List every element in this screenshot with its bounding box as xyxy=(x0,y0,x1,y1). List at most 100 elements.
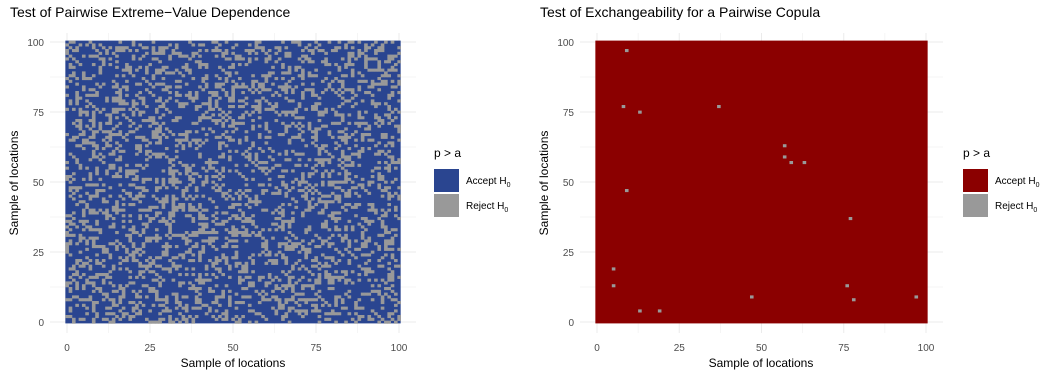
left-heatmap-cell-reject xyxy=(354,186,358,190)
left-heatmap-cell-reject xyxy=(291,295,295,299)
left-heatmap-cell-reject xyxy=(141,177,146,181)
left-heatmap-cell-reject xyxy=(364,63,368,67)
left-heatmap-cell-reject xyxy=(148,261,152,265)
left-heatmap-cell-reject xyxy=(221,245,225,249)
left-heatmap-cell-reject xyxy=(115,54,119,58)
left-heatmap-cell-reject xyxy=(277,152,282,156)
left-heatmap-cell-reject xyxy=(387,93,391,97)
right-heatmap-cell-reject xyxy=(621,105,626,109)
left-heatmap-cell-reject xyxy=(271,259,275,263)
left-heatmap-cell-reject xyxy=(284,88,289,92)
left-heatmap-cell-reject xyxy=(148,219,152,223)
left-heatmap-cell-reject xyxy=(111,166,116,170)
left-heatmap-cell-reject xyxy=(201,180,206,184)
left-heatmap-cell-reject xyxy=(78,186,83,190)
left-heatmap-cell-reject xyxy=(108,113,113,117)
left-heatmap-cell-reject xyxy=(201,194,206,198)
left-heatmap-cell-reject xyxy=(98,208,103,212)
left-heatmap-cell-reject xyxy=(181,189,186,193)
left-heatmap-cell-reject xyxy=(287,85,292,89)
left-heatmap-cell-reject xyxy=(108,214,113,218)
left-heatmap-cell-reject xyxy=(131,253,136,257)
left-heatmap-cell-reject xyxy=(297,250,302,254)
left-heatmap-cell-reject xyxy=(118,267,123,271)
left-heatmap-cell-reject xyxy=(347,177,352,181)
left-heatmap-cell-reject xyxy=(291,242,295,246)
left-heatmap-cell-reject xyxy=(211,289,216,293)
left-heatmap-cell-reject xyxy=(91,275,96,279)
left-heatmap-cell-reject xyxy=(85,261,89,265)
left-heatmap-cell-reject xyxy=(367,239,372,243)
left-heatmap-cell-reject xyxy=(330,242,335,246)
left-heatmap-cell-reject xyxy=(131,203,136,207)
left-heatmap-cell-reject xyxy=(145,267,149,271)
left-heatmap-cell-reject xyxy=(138,289,142,293)
left-heatmap-cell-reject xyxy=(301,152,305,156)
right-heatmap-cell-reject xyxy=(624,189,629,193)
left-heatmap-cell-reject xyxy=(168,267,172,271)
left-heatmap-cell-reject xyxy=(101,317,106,321)
left-heatmap-cell-reject xyxy=(135,231,139,235)
left-heatmap-cell-reject xyxy=(214,161,219,165)
left-heatmap-cell-reject xyxy=(291,113,295,117)
left-heatmap-cell-reject xyxy=(198,63,202,67)
left-heatmap-cell-reject xyxy=(257,183,262,187)
left-heatmap-cell-reject xyxy=(154,197,159,201)
left-heatmap-cell-reject xyxy=(241,278,245,282)
left-heatmap-cell-reject xyxy=(254,320,259,324)
left-heatmap-cell-reject xyxy=(111,242,116,246)
left-heatmap-cell-reject xyxy=(118,40,123,44)
left-heatmap-cell-reject xyxy=(115,203,119,207)
left-heatmap-cell-reject xyxy=(91,301,96,305)
left-heatmap-cell-reject xyxy=(254,107,259,111)
left-heatmap-cell-reject xyxy=(154,256,159,260)
left-heatmap-cell-reject xyxy=(264,239,269,243)
left-heatmap-cell-reject xyxy=(327,281,332,285)
left-heatmap-cell-reject xyxy=(125,65,129,69)
left-y-tick-75: 75 xyxy=(33,108,45,119)
left-heatmap-cell-reject xyxy=(311,298,315,302)
left-heatmap-cell-reject xyxy=(364,65,368,69)
left-heatmap-cell-reject xyxy=(75,259,79,263)
left-heatmap-cell-reject xyxy=(135,306,139,310)
left-heatmap-cell-reject xyxy=(330,312,335,316)
left-heatmap-cell-reject xyxy=(320,91,325,95)
left-heatmap-cell-reject xyxy=(251,127,255,131)
left-heatmap-cell-reject xyxy=(95,228,99,232)
left-heatmap-cell-reject xyxy=(377,82,382,86)
left-heatmap-cell-reject xyxy=(314,233,318,237)
left-heatmap-cell-reject xyxy=(214,102,219,106)
left-heatmap-cell-reject xyxy=(198,138,202,142)
left-heatmap-cell-reject xyxy=(314,245,318,249)
left-heatmap-cell-reject xyxy=(314,303,318,307)
left-heatmap-cell-reject xyxy=(125,85,129,89)
left-heatmap-cell-reject xyxy=(68,74,73,78)
left-heatmap-cell-reject xyxy=(307,247,312,251)
left-heatmap-cell-reject xyxy=(68,281,73,285)
left-heatmap-cell-reject xyxy=(251,49,255,53)
left-heatmap-cell-reject xyxy=(95,273,99,277)
left-heatmap-cell-reject xyxy=(221,256,225,260)
left-heatmap-cell-reject xyxy=(254,163,259,167)
left-heatmap-cell-reject xyxy=(191,273,196,277)
left-heatmap-cell-reject xyxy=(357,203,362,207)
left-heatmap-cell-reject xyxy=(141,54,146,58)
left-heatmap-cell-reject xyxy=(304,284,308,288)
left-heatmap-cell-reject xyxy=(364,43,368,47)
left-heatmap-cell-reject xyxy=(307,242,312,246)
left-heatmap-cell-reject xyxy=(254,79,259,83)
right-heatmap-cell-reject xyxy=(848,217,853,221)
left-heatmap-cell-reject xyxy=(357,222,362,226)
left-heatmap-cell-reject xyxy=(254,46,259,50)
left-heatmap-cell-reject xyxy=(88,264,93,268)
left-heatmap-cell-reject xyxy=(191,96,196,100)
left-heatmap-cell-reject xyxy=(201,245,206,249)
left-heatmap-cell-reject xyxy=(390,312,395,316)
left-heatmap-cell-reject xyxy=(314,130,318,134)
left-heatmap-cell-reject xyxy=(108,256,113,260)
left-heatmap-cell-reject xyxy=(98,127,103,131)
left-heatmap-cell-reject xyxy=(78,63,83,67)
left-heatmap-cell-reject xyxy=(178,93,182,97)
left-heatmap-cell-reject xyxy=(274,295,279,299)
left-heatmap-cell-reject xyxy=(390,161,395,165)
